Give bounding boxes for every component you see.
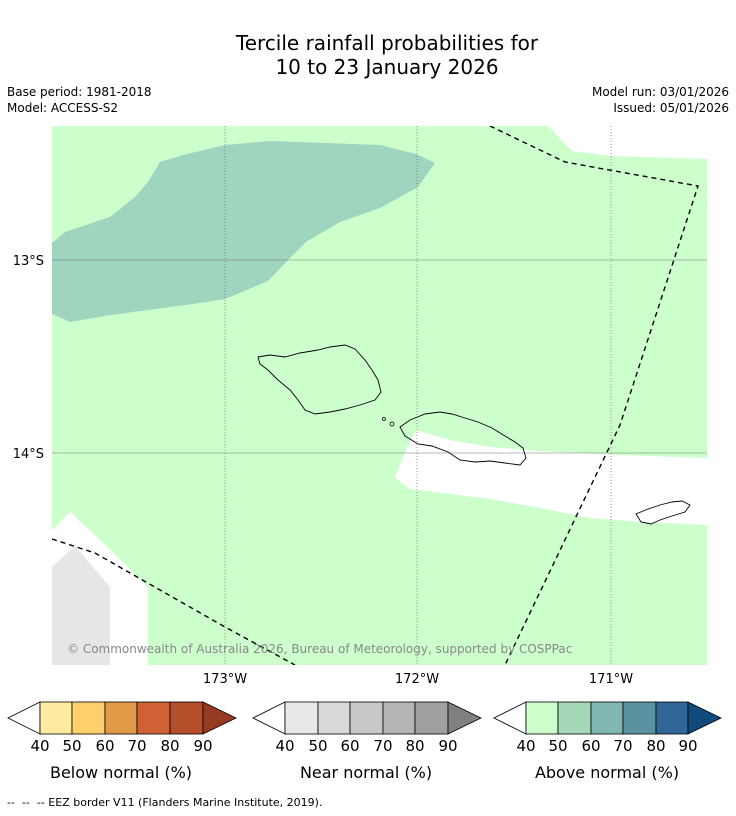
meta-right: Model run: 03/01/2026 Issued: 05/01/2026: [592, 84, 729, 116]
base-period: Base period: 1981-2018: [7, 85, 152, 99]
legend-below-tick-60: 60: [95, 737, 114, 755]
title-line-1: Tercile rainfall probabilities for: [235, 31, 539, 55]
legend-below-low-arrow: [7, 701, 41, 735]
legend-above-swatch-50: [557, 701, 592, 735]
legend-near-swatch-70: [382, 701, 416, 735]
legend-above-low-arrow: [493, 701, 527, 735]
legend-above-swatch-70: [622, 701, 657, 735]
lon-label-172w: 172°W: [395, 672, 439, 687]
copyright-text: © Commonwealth of Australia 2026, Bureau…: [67, 642, 572, 656]
legend-below-normal: 40 50 60 70 80 90 Below normal (%): [7, 701, 237, 782]
legend-above-normal: 40 50 60 70 80 90 Above normal (%): [493, 701, 722, 782]
lon-label-171w: 171°W: [589, 672, 633, 687]
title-line-2: 10 to 23 January 2026: [275, 55, 499, 79]
near-normal-40-region: [52, 546, 110, 665]
legend-above-swatch-40: [525, 701, 559, 735]
legend-near-tick-50: 50: [308, 737, 327, 755]
legend-above-tick-90: 90: [678, 737, 697, 755]
legend-below-swatch-80: [169, 701, 204, 735]
legend-near-swatch-50: [317, 701, 351, 735]
legend-below-tick-70: 70: [127, 737, 146, 755]
upolu-island: [399, 411, 527, 466]
legend-below-swatch-40: [39, 701, 73, 735]
legend-above-tick-60: 60: [581, 737, 600, 755]
legend-above-swatch-60: [590, 701, 624, 735]
tutuila-island: [635, 500, 691, 525]
legend-below-tick-40: 40: [30, 737, 49, 755]
legend-below-tick-90: 90: [193, 737, 212, 755]
eez-footnote: -- -- -- EEZ border V11 (Flanders Marine…: [7, 796, 323, 809]
islet-manono: [389, 421, 395, 427]
legend-near-tick-70: 70: [373, 737, 392, 755]
lat-label-14s: 14°S: [13, 447, 44, 462]
legend-near-swatch-60: [349, 701, 384, 735]
legend-below-tick-50: 50: [62, 737, 81, 755]
legend-above-high-arrow: [687, 701, 722, 735]
legend-near-label: Near normal (%): [300, 763, 432, 782]
eez-border-east: [489, 126, 699, 665]
legend-below-tick-80: 80: [160, 737, 179, 755]
model-run: Model run: 03/01/2026: [591, 85, 729, 99]
no-forecast-region-north: [548, 126, 707, 159]
legend-above-tick-70: 70: [613, 737, 632, 755]
lat-label-13s: 13°S: [13, 254, 44, 269]
legend-near-swatch-40: [284, 701, 319, 735]
eez-border-southwest: [52, 538, 296, 665]
legend-below-swatch-60: [104, 701, 138, 735]
legend-near-low-arrow: [252, 701, 286, 735]
model-name: Model: ACCESS-S2: [7, 101, 119, 115]
lon-label-173w: 173°W: [203, 672, 247, 687]
legend-near-high-arrow: [447, 701, 482, 735]
legend-below-high-arrow: [202, 701, 237, 735]
legend-near-swatch-80: [414, 701, 449, 735]
legend-near-tick-90: 90: [438, 737, 457, 755]
above-normal-50-region: [52, 141, 435, 322]
legend-above-label: Above normal (%): [535, 763, 679, 782]
islet-apolima: [382, 417, 386, 421]
legend-near-normal: 40 50 60 70 80 90 Near normal (%): [252, 701, 482, 782]
legend-above-tick-40: 40: [516, 737, 535, 755]
legend-below-swatch-50: [71, 701, 106, 735]
meta-left: Base period: 1981-2018 Model: ACCESS-S2: [7, 84, 152, 116]
no-forecast-band-east: [395, 430, 707, 525]
map-area: [52, 126, 707, 665]
legend-above-tick-80: 80: [646, 737, 665, 755]
legend-near-tick-40: 40: [275, 737, 294, 755]
legend-below-label: Below normal (%): [50, 763, 192, 782]
legend-above-swatch-80: [655, 701, 689, 735]
map-title: Tercile rainfall probabilities for 10 to…: [0, 31, 736, 79]
legend-near-tick-80: 80: [405, 737, 424, 755]
legend-below-swatch-70: [136, 701, 171, 735]
legend-near-tick-60: 60: [340, 737, 359, 755]
legend-above-tick-50: 50: [548, 737, 567, 755]
issued-date: Issued: 05/01/2026: [613, 101, 729, 115]
savaii-island: [257, 344, 382, 415]
